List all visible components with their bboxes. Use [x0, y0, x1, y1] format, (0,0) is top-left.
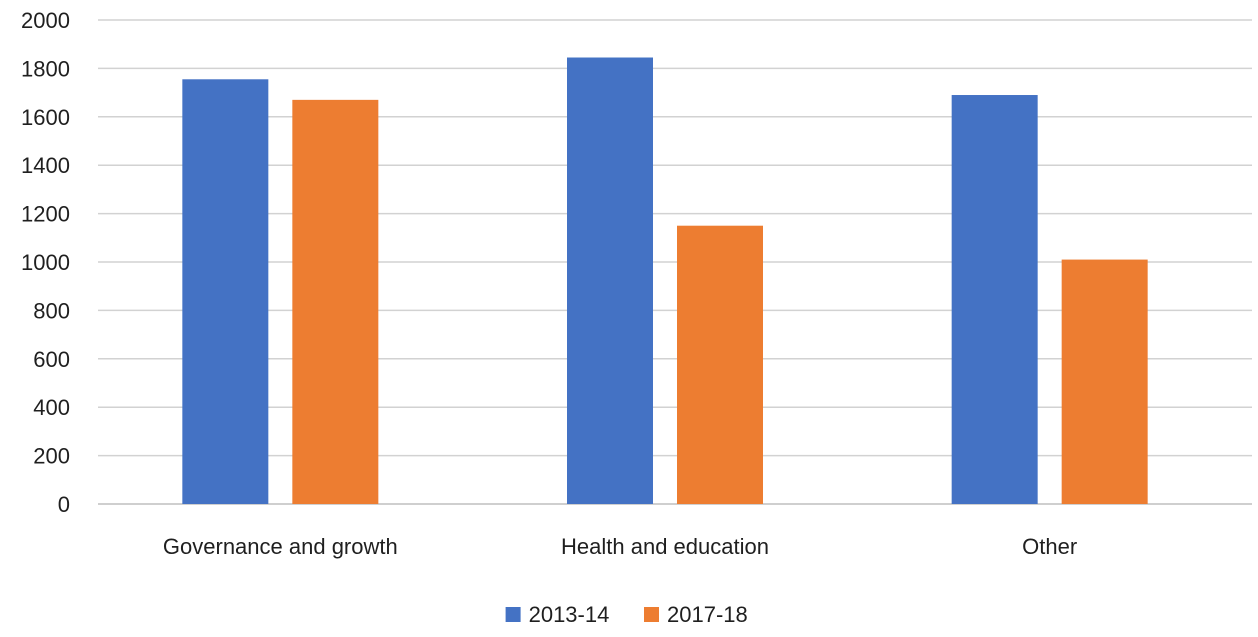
y-tick-label: 600: [33, 347, 70, 372]
y-tick-label: 400: [33, 395, 70, 420]
x-category-label: Governance and growth: [163, 534, 398, 559]
bars: [182, 57, 1148, 505]
legend-item-2017-18: 2017-18: [644, 602, 748, 627]
x-axis-categories: Governance and growth Health and educatio…: [163, 534, 1077, 559]
y-tick-label: 0: [58, 492, 70, 517]
bar-2017-18-other: [1061, 259, 1148, 504]
bar-2017-18-governance-and-growth: [292, 99, 379, 505]
y-axis-ticks: 0 200 400 600 800 1000 1200 1400 1600 1800 2000: [21, 8, 70, 517]
bar-2013-14-health-and-education: [567, 57, 653, 504]
legend-item-2013-14: 2013-14: [505, 602, 610, 627]
bar-2017-18-health-and-education: [677, 225, 763, 504]
y-tick-label: 800: [33, 298, 70, 323]
gridlines: [98, 19, 1252, 505]
x-category-label: Other: [1022, 534, 1077, 559]
legend-swatch: [644, 607, 659, 622]
y-tick-label: 1200: [21, 202, 70, 227]
bar-2013-14-other: [951, 95, 1038, 505]
bar-2013-14-governance-and-growth: [182, 79, 269, 504]
y-tick-label: 2000: [21, 8, 70, 33]
legend-label: 2013-14: [529, 602, 610, 627]
y-tick-label: 1400: [21, 153, 70, 178]
x-category-label: Health and education: [561, 534, 769, 559]
legend-swatch: [505, 607, 521, 622]
y-tick-label: 200: [33, 444, 70, 469]
y-tick-label: 1800: [21, 56, 70, 81]
legend-label: 2017-18: [667, 602, 748, 627]
y-tick-label: 1600: [21, 105, 70, 130]
legend: 2013-14 2017-18: [505, 602, 748, 627]
y-tick-label: 1000: [21, 250, 70, 275]
